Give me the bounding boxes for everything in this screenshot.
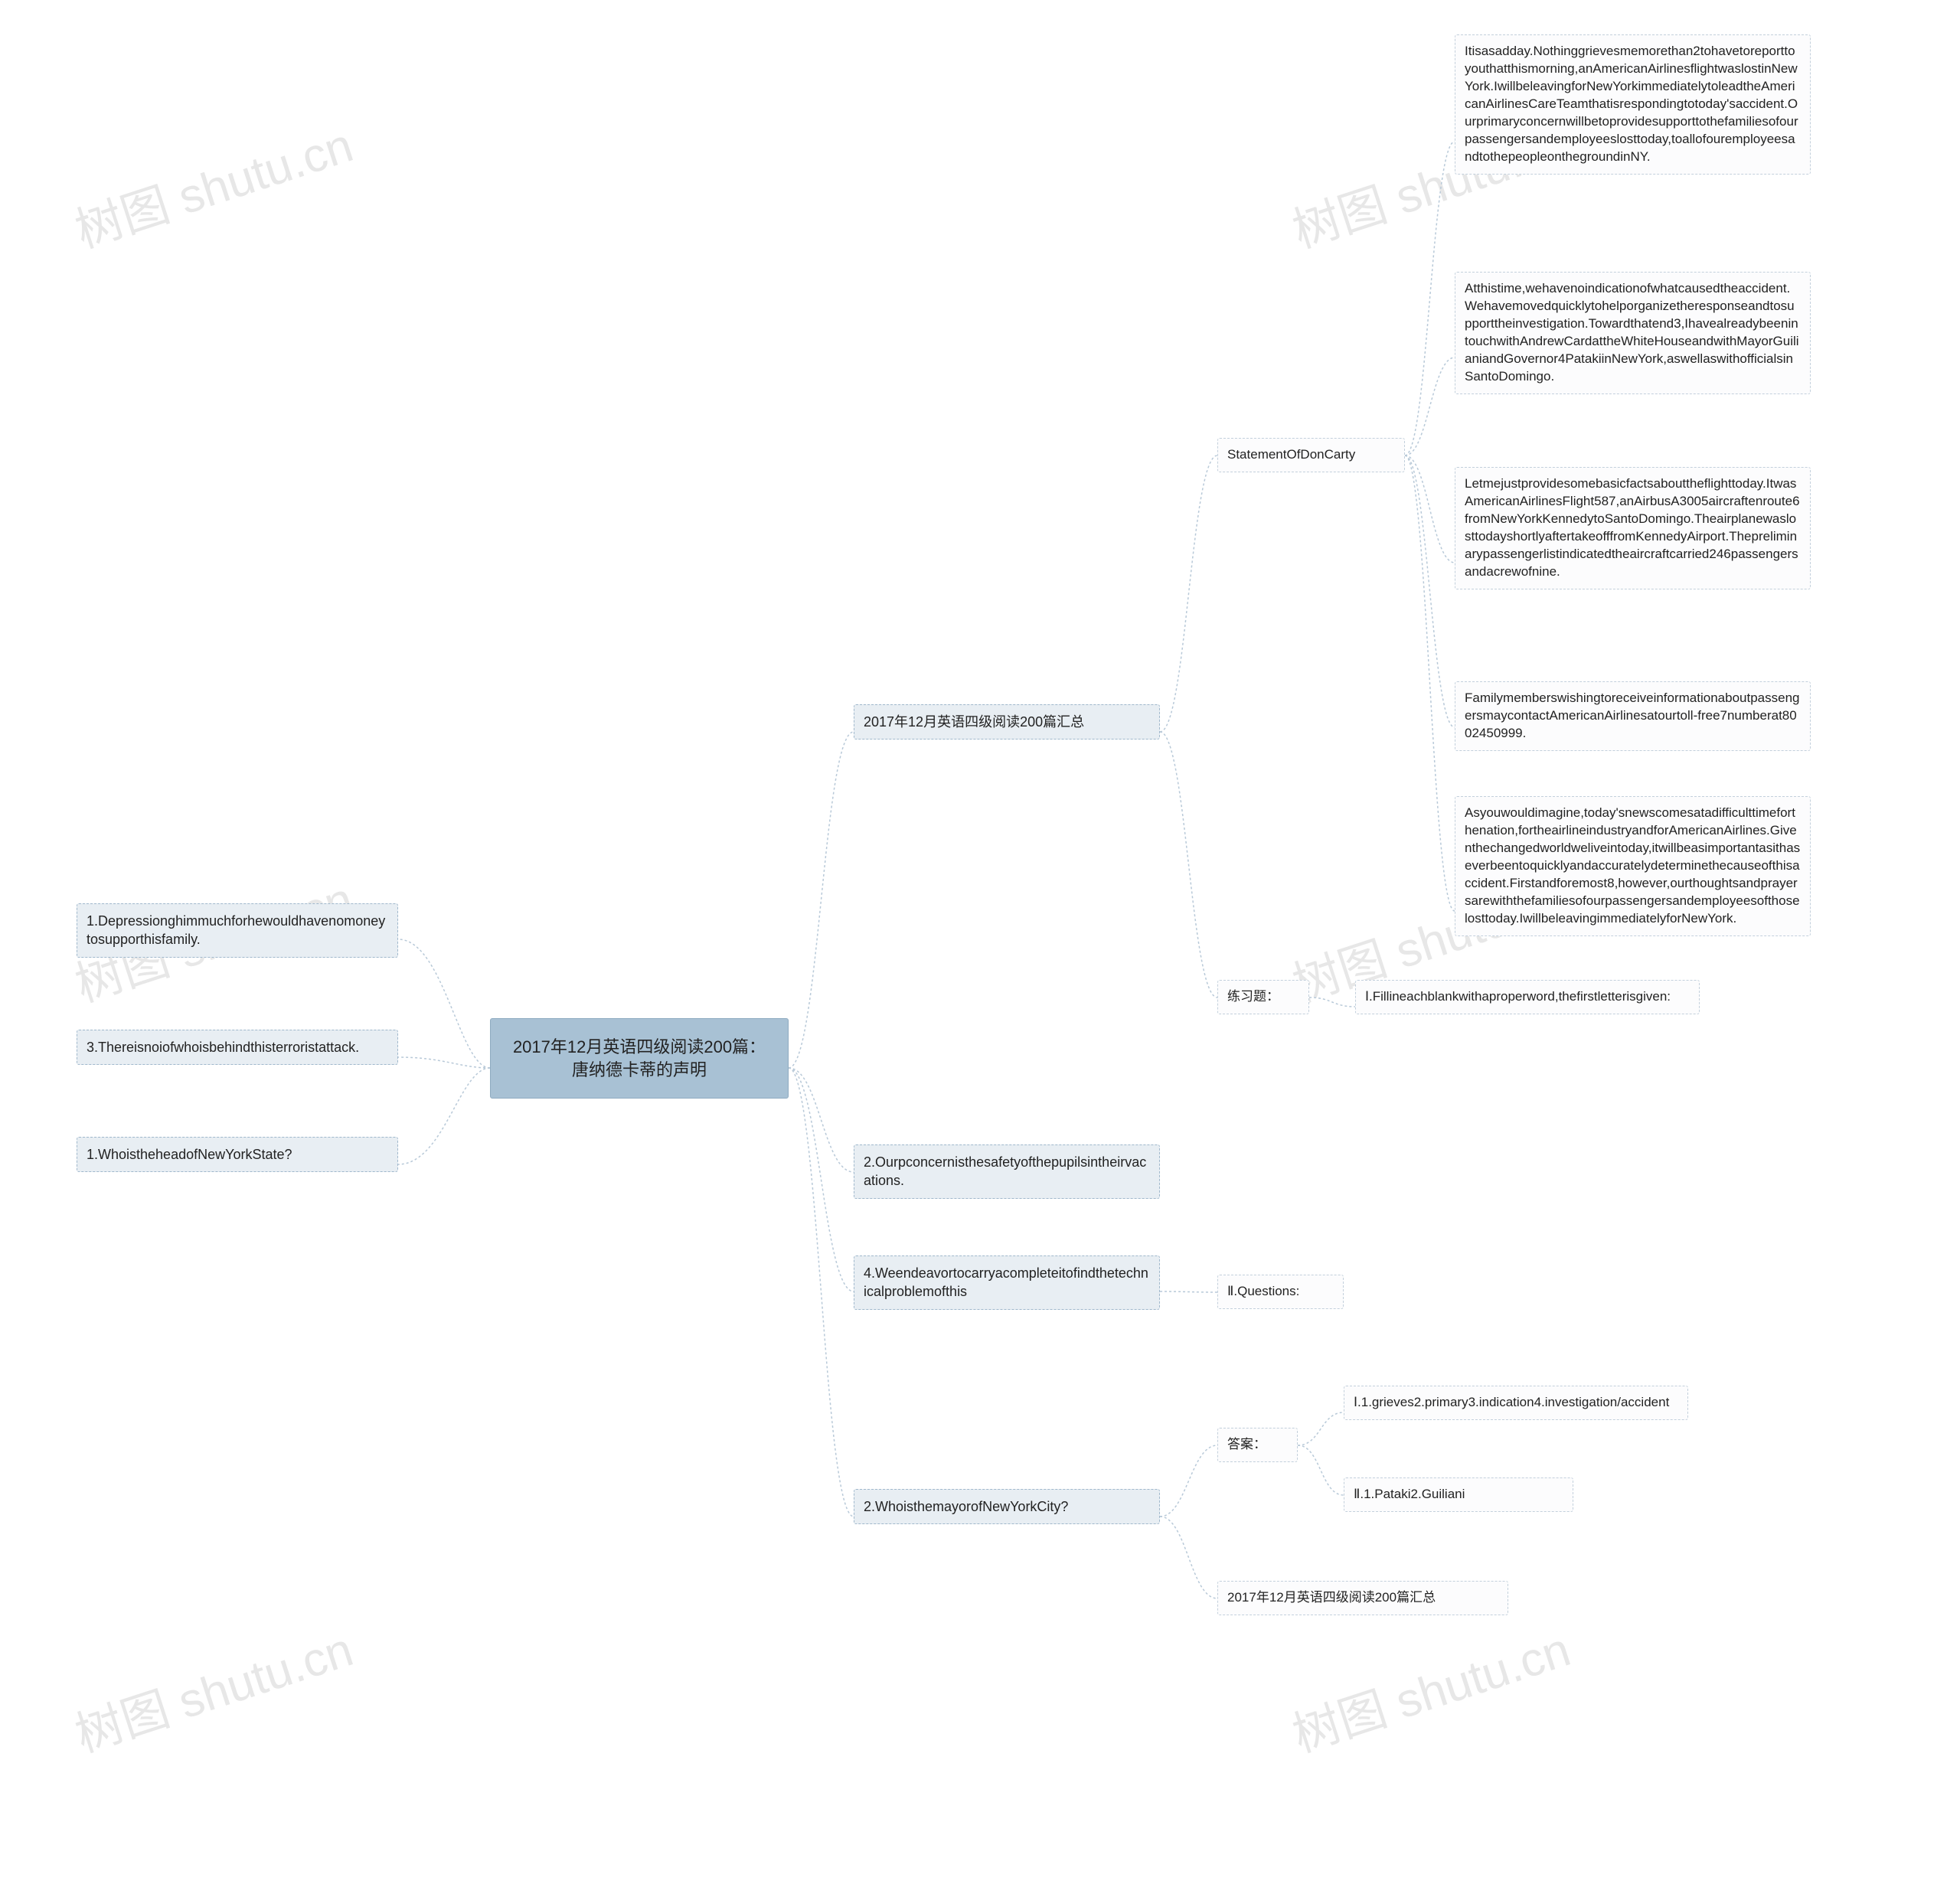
- node-L3[interactable]: 1.WhoistheheadofNewYorkState?: [77, 1137, 398, 1172]
- node-R1a1[interactable]: Itisasadday.Nothinggrievesmemorethan2toh…: [1455, 34, 1811, 175]
- node-R1b1[interactable]: Ⅰ.Fillineachblankwithaproperword,thefirs…: [1355, 980, 1700, 1014]
- node-R1a2[interactable]: Atthistime,wehavenoindicationofwhatcause…: [1455, 272, 1811, 394]
- node-R3a[interactable]: Ⅱ.Questions:: [1217, 1275, 1344, 1309]
- node-L2[interactable]: 3.Thereisnoiofwhoisbehindthisterroristat…: [77, 1030, 398, 1065]
- watermark: 树图 shutu.cn: [65, 106, 360, 261]
- node-R1a4[interactable]: Familymemberswishingtoreceiveinformation…: [1455, 681, 1811, 751]
- node-R1a5[interactable]: Asyouwouldimagine,today'snewscomesatadif…: [1455, 796, 1811, 936]
- node-R4[interactable]: 2.WhoisthemayorofNewYorkCity?: [854, 1489, 1160, 1524]
- watermark: 树图 shutu.cn: [65, 1611, 360, 1765]
- node-R3[interactable]: 4.Weendeavortocarryacompleteitofindthete…: [854, 1255, 1160, 1310]
- watermark: 树图 shutu.cn: [1282, 1611, 1577, 1765]
- node-R4a[interactable]: 答案：: [1217, 1428, 1298, 1462]
- node-R2[interactable]: 2.Ourpconcernisthesafetyofthepupilsinthe…: [854, 1144, 1160, 1199]
- root-node[interactable]: 2017年12月英语四级阅读200篇：唐纳德卡蒂的声明: [490, 1018, 789, 1099]
- node-R1[interactable]: 2017年12月英语四级阅读200篇汇总: [854, 704, 1160, 740]
- node-R4a1[interactable]: Ⅰ.1.grieves2.primary3.indication4.invest…: [1344, 1386, 1688, 1420]
- node-R1a3[interactable]: Letmejustprovidesomebasicfactsaboutthefl…: [1455, 467, 1811, 589]
- node-L1[interactable]: 1.Depressionghimmuchforhewouldhavenomone…: [77, 903, 398, 958]
- node-R1b[interactable]: 练习题：: [1217, 980, 1309, 1014]
- node-R4a2[interactable]: Ⅱ.1.Pataki2.Guiliani: [1344, 1477, 1573, 1512]
- node-R1a[interactable]: StatementOfDonCarty: [1217, 438, 1405, 472]
- node-R4b[interactable]: 2017年12月英语四级阅读200篇汇总: [1217, 1581, 1508, 1615]
